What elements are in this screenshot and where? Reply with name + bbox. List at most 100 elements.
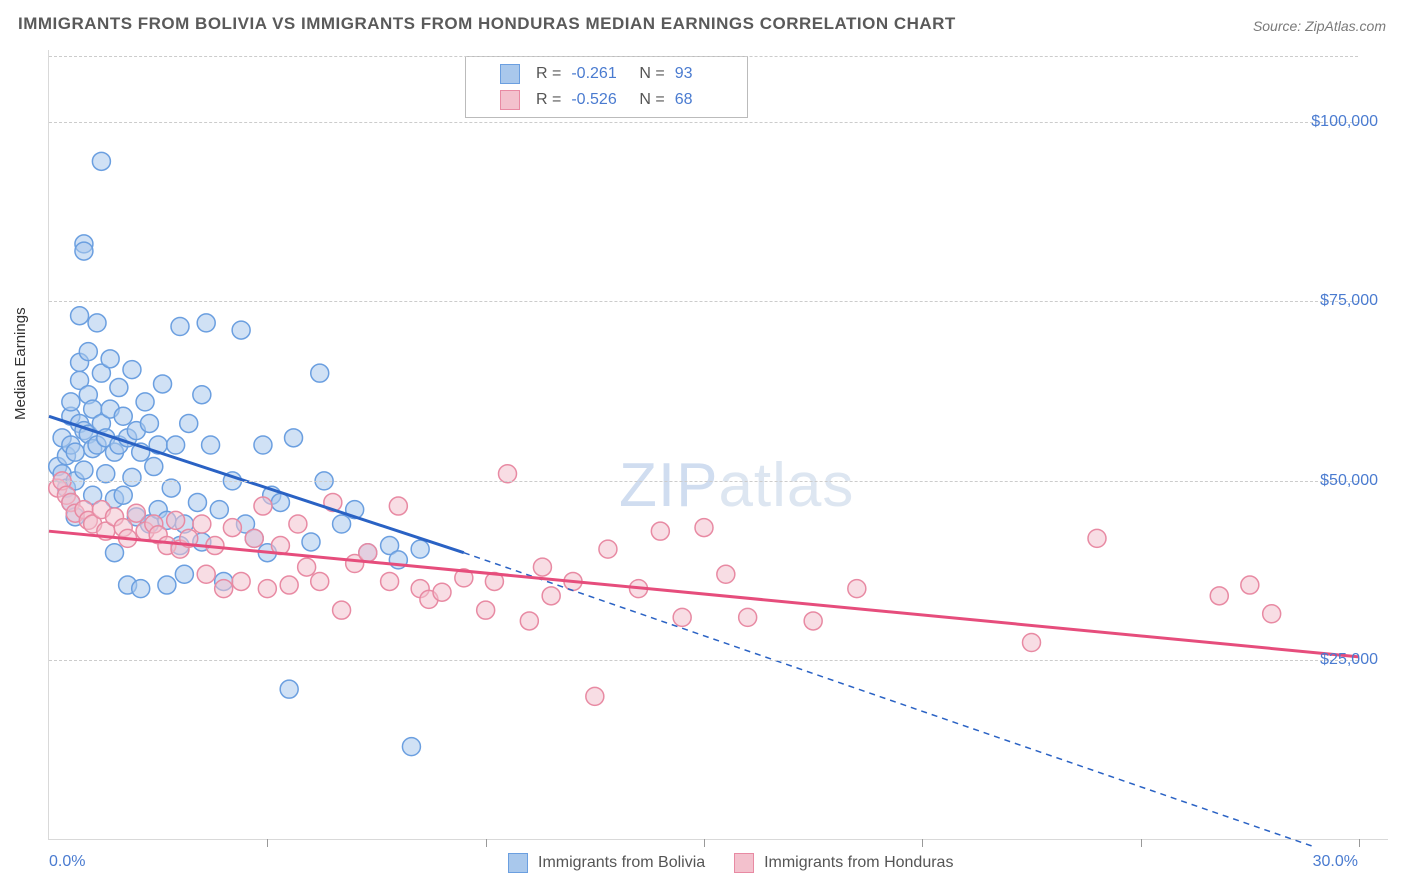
data-point [110, 379, 128, 397]
data-point [132, 580, 150, 598]
data-point [210, 501, 228, 519]
data-point [171, 318, 189, 336]
data-point [88, 314, 106, 332]
data-point [599, 540, 617, 558]
data-point [167, 511, 185, 529]
data-point [114, 407, 132, 425]
data-point [175, 565, 193, 583]
y-tick-label: $75,000 [1320, 292, 1378, 310]
gridline [49, 122, 1358, 123]
data-point [75, 461, 93, 479]
data-point [215, 580, 233, 598]
gridline [49, 660, 1358, 661]
x-tick [1141, 839, 1142, 847]
data-point [140, 414, 158, 432]
data-point [254, 497, 272, 515]
data-point [202, 436, 220, 454]
chart-title: IMMIGRANTS FROM BOLIVIA VS IMMIGRANTS FR… [18, 14, 956, 34]
data-point [136, 393, 154, 411]
x-tick [486, 839, 487, 847]
data-point [193, 386, 211, 404]
data-point [232, 572, 250, 590]
data-point [280, 576, 298, 594]
data-point [158, 576, 176, 594]
x-tick [1359, 839, 1360, 847]
data-point [188, 493, 206, 511]
data-point [542, 587, 560, 605]
data-point [223, 519, 241, 537]
data-point [101, 350, 119, 368]
data-point [180, 414, 198, 432]
y-axis-label: Median Earnings [12, 307, 29, 420]
gridline [49, 301, 1358, 302]
y-tick-label: $50,000 [1320, 472, 1378, 490]
data-point [258, 580, 276, 598]
data-point [298, 558, 316, 576]
data-point [311, 364, 329, 382]
data-point [1210, 587, 1228, 605]
data-point [520, 612, 538, 630]
data-point [739, 608, 757, 626]
data-point [804, 612, 822, 630]
source-attribution: Source: ZipAtlas.com [1253, 18, 1386, 34]
data-point [127, 504, 145, 522]
data-point [167, 436, 185, 454]
x-tick [922, 839, 923, 847]
data-point [79, 343, 97, 361]
legend-label-honduras: Immigrants from Honduras [764, 854, 953, 871]
data-point [71, 307, 89, 325]
data-point [673, 608, 691, 626]
data-point [254, 436, 272, 454]
data-point [123, 468, 141, 486]
data-point [145, 458, 163, 476]
data-point [193, 515, 211, 533]
data-point [62, 393, 80, 411]
data-point [92, 152, 110, 170]
data-point [289, 515, 307, 533]
data-point [389, 497, 407, 515]
data-point [402, 738, 420, 756]
data-point [359, 544, 377, 562]
data-point [280, 680, 298, 698]
data-point [114, 486, 132, 504]
data-point [433, 583, 451, 601]
y-tick-label: $100,000 [1311, 113, 1378, 131]
data-point [285, 429, 303, 447]
x-tick [704, 839, 705, 847]
data-point [245, 529, 263, 547]
data-point [477, 601, 495, 619]
regression-line [49, 531, 1359, 657]
data-point [1088, 529, 1106, 547]
data-point [66, 443, 84, 461]
data-point [717, 565, 735, 583]
data-point [123, 361, 141, 379]
data-point [197, 565, 215, 583]
data-point [271, 493, 289, 511]
x-tick [267, 839, 268, 847]
gridline [49, 481, 1358, 482]
data-point [848, 580, 866, 598]
legend-swatch-honduras-icon [734, 853, 754, 873]
data-point [302, 533, 320, 551]
data-point [333, 601, 351, 619]
data-point [1241, 576, 1259, 594]
data-point [154, 375, 172, 393]
data-point [1263, 605, 1281, 623]
legend-swatch-bolivia-icon [508, 853, 528, 873]
series-legend: Immigrants from Bolivia Immigrants from … [49, 853, 1388, 873]
legend-label-bolivia: Immigrants from Bolivia [538, 854, 705, 871]
data-point [411, 540, 429, 558]
y-tick-label: $25,000 [1320, 651, 1378, 669]
data-point [311, 572, 329, 590]
data-point [232, 321, 250, 339]
gridline [49, 56, 1358, 57]
data-point [333, 515, 351, 533]
data-point [695, 519, 713, 537]
data-point [651, 522, 669, 540]
data-point [381, 572, 399, 590]
scatter-svg [49, 50, 1388, 839]
data-point [106, 544, 124, 562]
data-point [197, 314, 215, 332]
data-point [75, 242, 93, 260]
data-point [586, 687, 604, 705]
